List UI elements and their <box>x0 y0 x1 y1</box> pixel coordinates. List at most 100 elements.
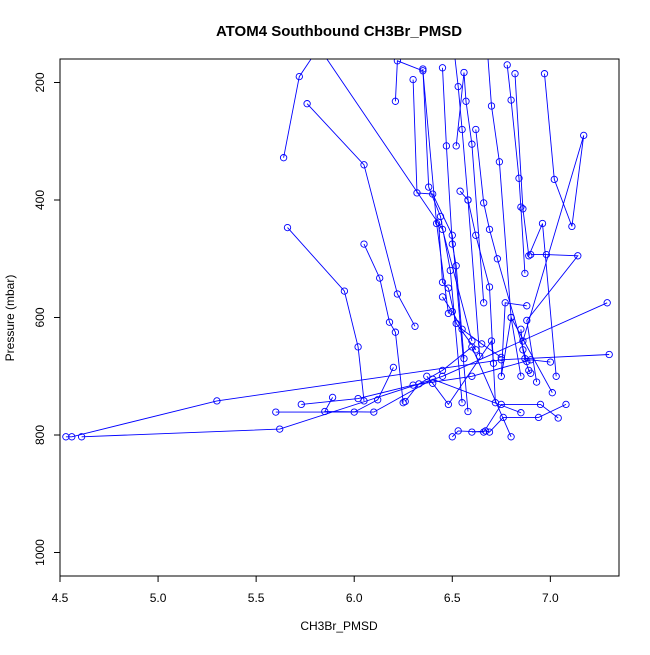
data-point <box>442 142 451 150</box>
data-point <box>487 102 496 110</box>
data-point <box>536 400 545 409</box>
data-point <box>62 433 70 441</box>
data-point <box>444 284 453 292</box>
data-point <box>554 414 562 422</box>
data-point <box>517 325 525 333</box>
data-point <box>328 393 337 402</box>
data-point <box>472 231 480 239</box>
data-point <box>532 378 541 386</box>
data-point <box>562 400 570 409</box>
data-point <box>546 358 555 366</box>
series-line-6 <box>404 346 512 437</box>
series-line-21 <box>487 59 522 377</box>
data-point <box>454 82 462 91</box>
data-point <box>480 299 488 307</box>
data-point <box>605 350 613 359</box>
data-point <box>527 250 535 259</box>
data-point <box>507 433 515 441</box>
data-point <box>446 266 454 275</box>
series-line-25 <box>526 254 579 383</box>
data-point <box>452 262 460 270</box>
data-point <box>460 354 468 363</box>
data-point <box>460 68 468 77</box>
data-point <box>283 223 292 232</box>
x-axis-label: CH3Br_PMSD <box>300 619 378 633</box>
data-point <box>354 343 362 351</box>
data-point <box>507 96 515 104</box>
data-point <box>434 218 443 226</box>
y-tick-label: 200 <box>33 72 47 92</box>
data-point <box>389 363 398 372</box>
data-point <box>503 61 511 69</box>
data-point <box>462 97 470 105</box>
data-point <box>519 337 527 345</box>
data-point <box>458 125 466 134</box>
data-point <box>415 380 423 388</box>
data-point <box>472 125 480 134</box>
data-point <box>370 408 378 416</box>
y-tick-label: 1000 <box>33 539 47 566</box>
data-point <box>495 158 504 166</box>
data-point <box>360 397 368 405</box>
data-point <box>472 346 480 354</box>
data-point <box>464 196 472 204</box>
data-point <box>438 293 447 301</box>
data-point <box>413 189 421 197</box>
data-point <box>438 366 447 375</box>
data-point <box>552 372 560 380</box>
series-line-8 <box>471 403 567 433</box>
data-point <box>376 274 384 282</box>
data-point <box>393 290 402 298</box>
data-point <box>548 389 556 397</box>
x-tick-label: 6.5 <box>444 591 461 605</box>
data-point <box>517 409 525 417</box>
series-line-29 <box>442 296 502 358</box>
y-tick-label: 600 <box>33 307 47 327</box>
series-line-23 <box>514 73 557 377</box>
data-point <box>458 325 466 333</box>
data-point <box>391 328 400 336</box>
data-point <box>429 379 437 387</box>
plot-area <box>62 59 613 441</box>
data-point <box>519 346 527 354</box>
data-point <box>321 407 329 416</box>
series-line-26 <box>500 302 553 393</box>
data-point <box>213 397 221 405</box>
chart-title: ATOM4 Southbound CH3Br_PMSD <box>216 23 462 40</box>
data-point <box>391 97 400 105</box>
data-point <box>487 337 496 345</box>
data-point <box>385 318 394 326</box>
series-line-3 <box>275 367 394 413</box>
data-point <box>340 287 349 295</box>
data-point <box>438 372 447 380</box>
data-point <box>468 428 476 436</box>
data-point <box>297 400 305 409</box>
data-point <box>360 161 368 169</box>
series-line-11 <box>306 103 416 327</box>
data-point <box>480 428 488 436</box>
y-axis-label: Pressure (mbar) <box>3 275 17 362</box>
data-point <box>485 428 494 436</box>
data-point <box>523 316 531 325</box>
series-line-12 <box>363 243 404 403</box>
data-point <box>423 372 431 380</box>
data-point <box>409 75 417 84</box>
data-point <box>568 222 576 231</box>
data-point <box>497 372 505 380</box>
data-point <box>438 278 447 286</box>
data-point <box>411 322 419 330</box>
data-point <box>525 252 533 260</box>
series-line-18 <box>455 72 485 303</box>
x-tick-label: 7.0 <box>542 591 559 605</box>
data-point <box>580 131 588 140</box>
x-tick-label: 5.5 <box>248 591 265 605</box>
data-point <box>77 433 86 441</box>
data-point <box>527 369 535 377</box>
data-point <box>480 199 488 207</box>
y-tick-label: 800 <box>33 425 47 445</box>
data-point <box>478 340 486 348</box>
data-point <box>279 154 288 162</box>
x-tick-label: 5.0 <box>150 591 167 605</box>
data-point <box>538 219 547 228</box>
